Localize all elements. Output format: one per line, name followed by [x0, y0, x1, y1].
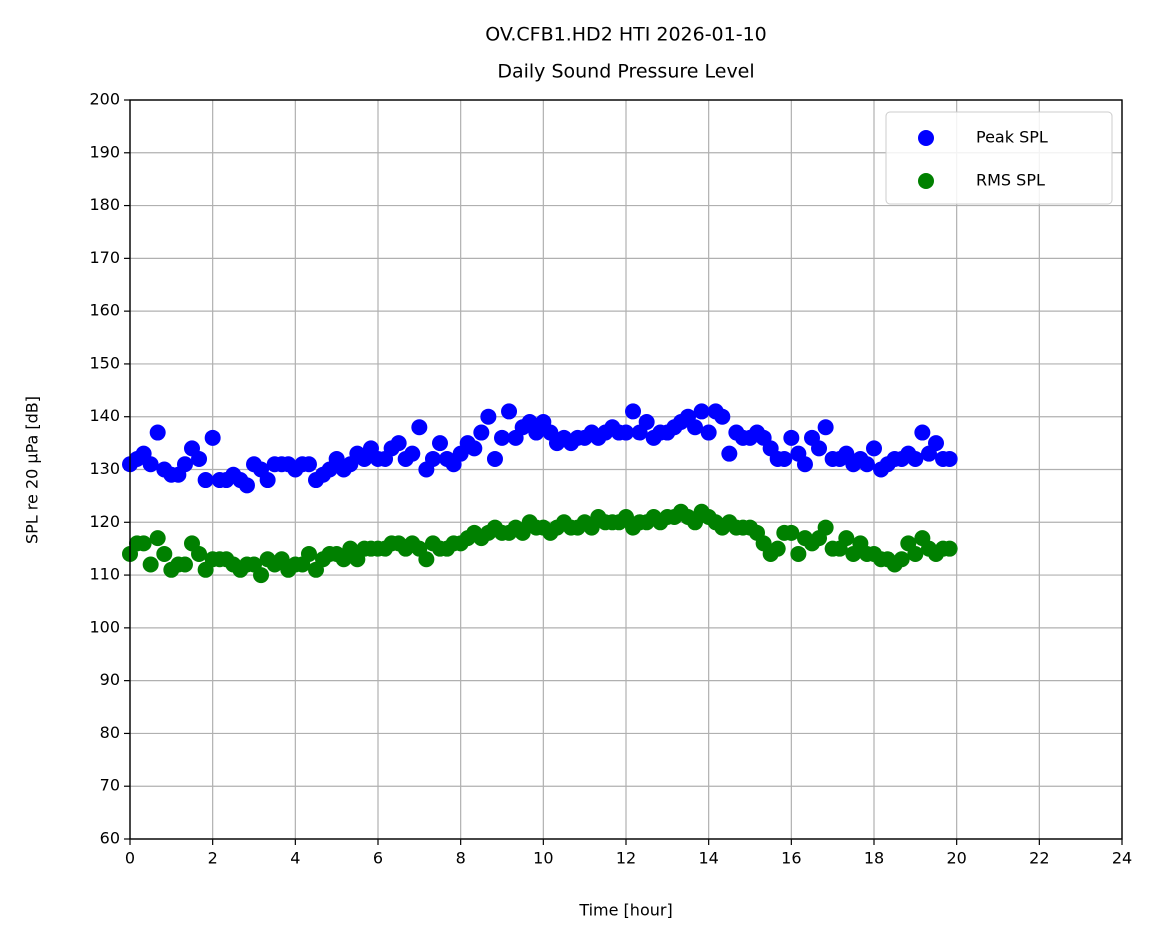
point — [418, 551, 435, 568]
point — [300, 545, 317, 562]
point — [790, 545, 807, 562]
legend-marker — [918, 130, 934, 146]
x-tick-label: 14 — [698, 849, 718, 868]
point — [259, 472, 276, 489]
y-tick-label: 190 — [89, 142, 120, 161]
point — [149, 530, 166, 547]
point — [156, 545, 173, 562]
x-tick-label: 8 — [456, 849, 466, 868]
point — [176, 456, 193, 473]
chart-title: OV.CFB1.HD2 HTI 2026-01-10 — [485, 24, 767, 46]
point — [811, 440, 828, 457]
x-tick-label: 22 — [1029, 849, 1049, 868]
point — [253, 567, 270, 584]
point — [411, 419, 428, 436]
point — [149, 424, 166, 441]
x-tick-label: 10 — [533, 849, 553, 868]
y-tick-label: 150 — [89, 353, 120, 372]
point — [783, 524, 800, 541]
point — [486, 450, 503, 467]
x-tick-label: 20 — [946, 849, 966, 868]
y-tick-label: 140 — [89, 406, 120, 425]
point — [907, 450, 924, 467]
y-tick-label: 120 — [89, 512, 120, 531]
y-tick-label: 160 — [89, 301, 120, 320]
point — [714, 408, 731, 425]
point — [817, 519, 834, 536]
x-tick-label: 0 — [125, 849, 135, 868]
point — [238, 477, 255, 494]
x-tick-label: 12 — [616, 849, 636, 868]
x-tick-label: 4 — [290, 849, 300, 868]
x-tick-label: 18 — [864, 849, 884, 868]
y-tick-label: 80 — [100, 723, 120, 742]
y-tick-label: 180 — [89, 195, 120, 214]
point — [914, 424, 931, 441]
legend-label: Peak SPL — [976, 128, 1048, 147]
point — [625, 403, 642, 420]
point — [700, 424, 717, 441]
point — [769, 540, 786, 557]
point — [866, 440, 882, 457]
point — [480, 408, 497, 425]
point — [466, 440, 483, 457]
x-tick-label: 24 — [1112, 849, 1132, 868]
y-tick-label: 130 — [89, 459, 120, 478]
x-tick-label: 2 — [208, 849, 218, 868]
y-axis-label: SPL re 20 μPa [dB] — [23, 396, 42, 544]
point — [424, 450, 441, 467]
legend-box — [885, 111, 1113, 205]
y-tick-label: 110 — [89, 565, 120, 584]
point — [721, 445, 738, 462]
point — [191, 545, 208, 562]
point — [796, 456, 813, 473]
chart-subtitle: Daily Sound Pressure Level — [497, 61, 754, 83]
point — [197, 472, 214, 489]
point — [817, 419, 834, 436]
point — [191, 450, 208, 467]
point — [176, 556, 193, 573]
y-tick-label: 170 — [89, 248, 120, 267]
point — [941, 450, 958, 467]
point — [494, 429, 510, 446]
y-tick-label: 70 — [100, 776, 120, 795]
point — [432, 435, 448, 452]
point — [142, 456, 159, 473]
point — [907, 545, 924, 562]
point — [204, 429, 221, 446]
point — [693, 403, 710, 420]
point — [941, 540, 958, 557]
point — [858, 456, 875, 473]
point — [135, 535, 152, 552]
point — [618, 424, 634, 441]
point — [783, 429, 800, 446]
y-tick-label: 100 — [89, 617, 120, 636]
point — [838, 530, 855, 547]
point — [928, 435, 944, 452]
x-tick-label: 16 — [781, 849, 801, 868]
legend-marker — [918, 173, 934, 189]
legend-label: RMS SPL — [976, 171, 1045, 190]
x-tick-label: 6 — [373, 849, 383, 868]
point — [473, 424, 490, 441]
point — [776, 450, 793, 467]
point — [300, 456, 317, 473]
y-tick-label: 60 — [100, 829, 120, 848]
point — [687, 419, 704, 436]
point — [501, 403, 518, 420]
x-axis-label: Time [hour] — [578, 901, 672, 920]
y-tick-label: 200 — [89, 90, 120, 109]
point — [142, 556, 159, 573]
y-tick-label: 90 — [100, 670, 120, 689]
point — [638, 413, 655, 430]
point — [404, 445, 421, 462]
point — [893, 551, 910, 568]
plot-frame — [129, 99, 1123, 840]
point — [390, 435, 407, 452]
